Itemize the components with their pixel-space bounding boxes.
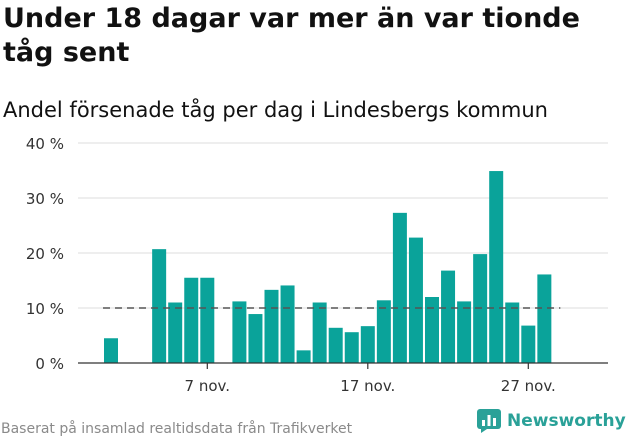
chart-subtitle: Andel försenade tåg per dag i Lindesberg… xyxy=(3,98,548,122)
bar xyxy=(457,301,472,363)
bar xyxy=(152,249,167,363)
brand-name: Newsworthy xyxy=(507,411,626,431)
bar xyxy=(392,212,407,363)
bar xyxy=(232,301,247,363)
chart-title: Under 18 dagar var mer än var tionde tåg… xyxy=(3,3,580,68)
x-tick-label: 27 nov. xyxy=(501,377,556,395)
bar xyxy=(168,302,183,363)
bar xyxy=(360,326,375,363)
bar xyxy=(248,314,263,363)
bar xyxy=(280,285,295,363)
y-tick-label: 20 % xyxy=(26,245,64,263)
x-tick-label: 17 nov. xyxy=(340,377,395,395)
bar xyxy=(328,327,343,363)
bars xyxy=(104,171,552,363)
source-footer: Baserat på insamlad realtidsdata från Tr… xyxy=(1,421,353,437)
bar xyxy=(505,302,520,363)
bar xyxy=(537,274,552,363)
bar xyxy=(344,332,359,363)
bar xyxy=(376,300,391,363)
bar xyxy=(312,302,327,363)
bar xyxy=(296,350,311,363)
bar xyxy=(425,297,439,363)
bar xyxy=(104,338,118,363)
bar xyxy=(200,277,215,363)
y-tick-label: 30 % xyxy=(26,190,64,208)
bar xyxy=(441,270,456,363)
bar xyxy=(184,277,199,363)
axis-layer: 0 % 10 % 20 % 30 % 40 % 7 nov. 17 nov. 27 nov. xyxy=(26,135,608,395)
bar xyxy=(489,171,504,363)
bar xyxy=(521,325,536,363)
brand-logo: Newsworthy xyxy=(477,409,626,433)
y-tick-label: 40 % xyxy=(26,135,64,153)
bar xyxy=(408,237,423,363)
y-tick-label: 0 % xyxy=(35,355,64,373)
bar-chart: 0 % 10 % 20 % 30 % 40 % 7 nov. 17 nov. 27 nov. xyxy=(26,135,608,395)
newsworthy-logo-icon xyxy=(477,409,501,433)
x-tick-label: 7 nov. xyxy=(185,377,230,395)
y-tick-label: 10 % xyxy=(26,300,64,318)
bar xyxy=(264,289,279,363)
